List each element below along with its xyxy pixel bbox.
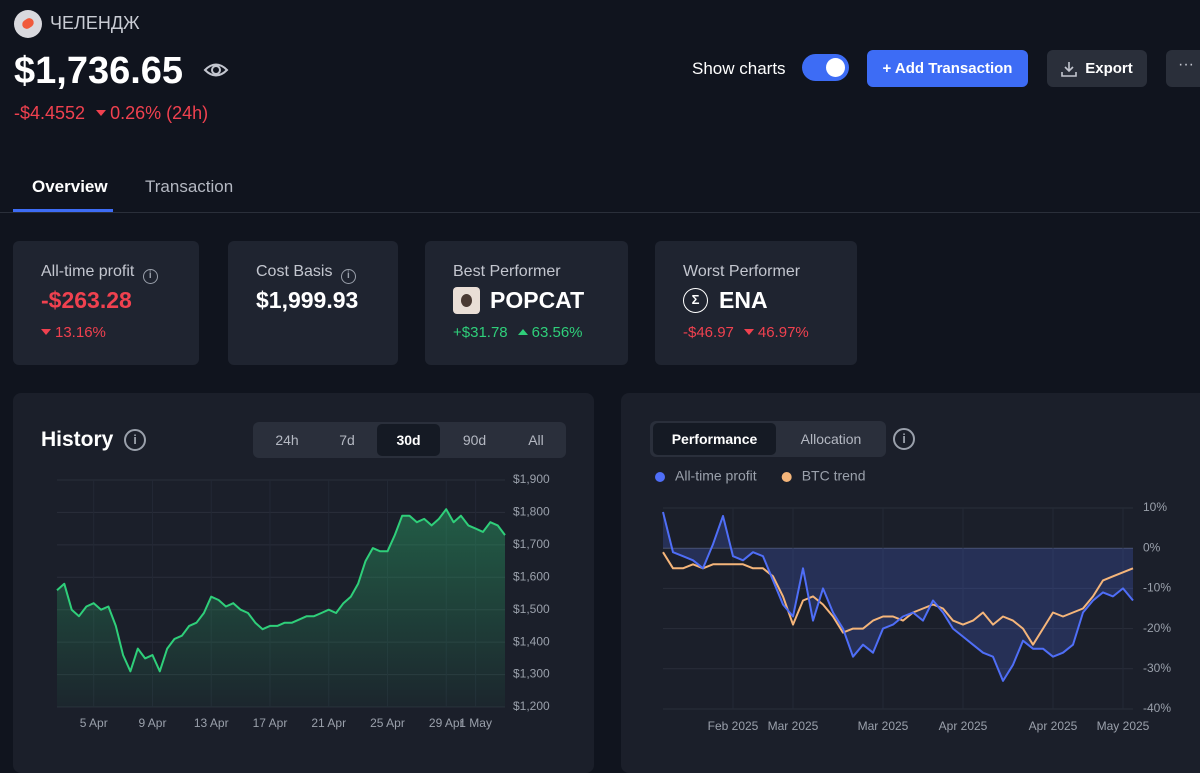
y-tick-label: $1,800	[513, 505, 550, 519]
card-pct-text: 46.97%	[757, 324, 809, 341]
tab-overview[interactable]: Overview	[32, 177, 108, 196]
y-tick-label: 0%	[1143, 540, 1161, 554]
x-tick-label: Apr 2025	[939, 719, 988, 733]
card-label: Best Performer	[453, 263, 561, 280]
card-change: +$31.78 63.56%	[453, 324, 583, 341]
x-tick-label: Mar 2025	[768, 719, 819, 733]
line	[56, 508, 506, 673]
x-tick-label: 25 Apr	[370, 716, 405, 730]
x-tick-label: 9 Apr	[138, 716, 166, 730]
x-tick-label: Mar 2025	[858, 719, 909, 733]
legend-label: All-time profit	[675, 468, 757, 484]
y-tick-label: -30%	[1143, 661, 1171, 675]
card-best: Best Performer POPCAT +$31.78 63.56%	[425, 241, 628, 365]
x-tick-label: Apr 2025	[1029, 719, 1078, 733]
card-asset: Σ ENA	[683, 287, 768, 314]
area	[57, 509, 505, 707]
x-tick-label: May 2025	[1097, 719, 1150, 733]
y-tick-label: -10%	[1143, 581, 1171, 595]
range-button[interactable]: 90d	[462, 432, 487, 448]
eye-icon[interactable]	[203, 60, 229, 80]
line	[662, 551, 1134, 646]
change-pct: 0.26% (24h)	[110, 103, 209, 123]
x-tick-label: 21 Apr	[311, 716, 346, 730]
chart-tab[interactable]: Performance	[653, 423, 776, 455]
range-button[interactable]: 24h	[275, 432, 299, 448]
card-change-text: -$46.97	[683, 324, 734, 341]
y-tick-label: $1,700	[513, 537, 550, 551]
y-tick-label: $1,200	[513, 699, 550, 713]
card-change-text: +$31.78	[453, 324, 508, 341]
asset-name: ENA	[719, 287, 768, 313]
y-tick-label: 10%	[1143, 500, 1167, 514]
y-tick-label: -40%	[1143, 701, 1171, 715]
x-tick-label: 17 Apr	[253, 716, 288, 730]
card-cost: Cost Basis i $1,999.93	[228, 241, 398, 365]
change: -$4.4552 0.26% (24h)	[14, 103, 208, 124]
y-tick-label: $1,900	[513, 472, 550, 486]
x-tick-label: 29 Apr	[429, 716, 464, 730]
range-selector: 24h 7d 30d 90d All	[253, 422, 566, 458]
card-pct: 13.16%	[41, 324, 106, 341]
tab-divider	[0, 212, 1200, 213]
card-label: Worst Performer	[683, 263, 801, 280]
card-value: $1,999.93	[256, 287, 359, 313]
toggle[interactable]	[802, 54, 849, 81]
info-icon[interactable]: i	[124, 429, 146, 451]
card-change: -$46.97 46.97%	[683, 324, 809, 341]
chart-tab[interactable]: Allocation	[800, 431, 862, 447]
export-icon	[1061, 61, 1078, 77]
info-icon[interactable]: i	[142, 269, 158, 284]
y-tick-label: $1,400	[513, 634, 550, 648]
add-transaction-button[interactable]: + Add Transaction	[867, 50, 1028, 87]
logo	[14, 10, 42, 38]
more-button[interactable]: ···	[1166, 50, 1200, 87]
balance: $1,736.65	[14, 50, 184, 92]
x-tick-label: 5 Apr	[80, 716, 108, 730]
y-tick-label: $1,500	[513, 602, 550, 616]
asset-name: POPCAT	[490, 287, 585, 313]
line	[662, 511, 1134, 682]
tab-underline	[13, 209, 113, 212]
x-tick-label: 1 May	[459, 716, 492, 730]
tab-transaction[interactable]: Transaction	[145, 177, 234, 196]
asset-icon	[453, 287, 480, 314]
export-button[interactable]: Export	[1047, 50, 1147, 87]
y-tick-label: $1,300	[513, 667, 550, 681]
legend-label: BTC trend	[802, 468, 866, 484]
legend-swatch	[781, 472, 792, 482]
card-label-text: Cost Basis	[256, 263, 333, 280]
card-label: Cost Basis i	[256, 263, 356, 284]
area	[663, 512, 1133, 681]
range-button[interactable]: 7d	[339, 432, 355, 448]
card-label: All-time profit i	[41, 263, 158, 284]
history-title: History	[41, 428, 114, 451]
y-tick-label: $1,600	[513, 569, 550, 583]
x-tick-label: Feb 2025	[708, 719, 759, 733]
add-transaction-label: + Add Transaction	[882, 60, 1013, 77]
card-label-text: All-time profit	[41, 263, 135, 280]
card-profit: All-time profit i -$263.28 13.16%	[13, 241, 199, 365]
y-tick-label: -20%	[1143, 621, 1171, 635]
info-icon[interactable]: i	[340, 269, 356, 284]
card-pct-text: 63.56%	[531, 324, 583, 341]
change-value: -$4.4552	[14, 103, 86, 123]
range-button[interactable]: All	[528, 432, 544, 448]
card-pct-text: 13.16%	[55, 324, 106, 341]
card-asset: POPCAT	[453, 287, 584, 314]
chart-tabs: Performance Allocation	[650, 421, 886, 457]
asset-icon: Σ	[683, 288, 708, 313]
range-button[interactable]: 30d	[377, 424, 440, 456]
portfolio-name: ЧЕЛЕНДЖ	[50, 13, 140, 33]
card-value: -$263.28	[41, 287, 132, 313]
legend-swatch	[655, 472, 665, 482]
card-worst: Worst Performer Σ ENA -$46.97 46.97%	[655, 241, 857, 365]
export-label: Export	[1085, 60, 1133, 77]
x-tick-label: 13 Apr	[194, 716, 229, 730]
show-charts-label: Show charts	[692, 59, 786, 78]
info-icon[interactable]: i	[893, 428, 915, 450]
